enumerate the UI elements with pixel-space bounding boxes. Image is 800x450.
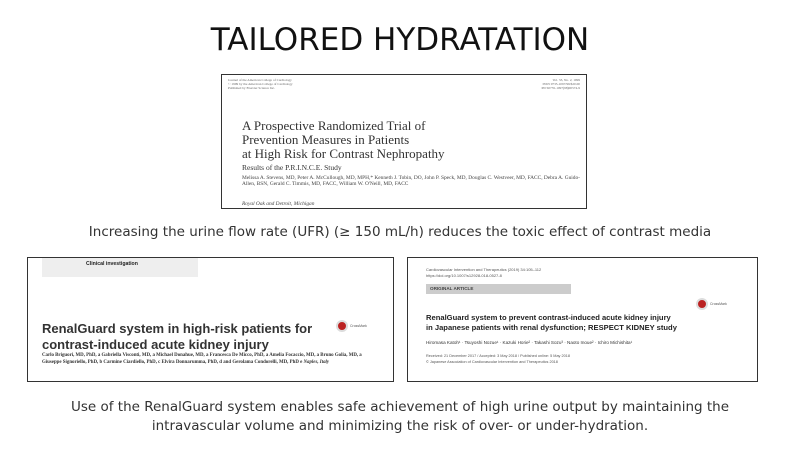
meta-line: Vol. 33, No. 2, 1999 [552, 78, 580, 82]
title-line: at High Risk for Contrast Nephropathy [242, 146, 445, 161]
paper-prince-study: Journal of the American College of Cardi… [221, 74, 587, 209]
paper-authors: Melissa A. Stevens, MD, Peter A. McCullo… [242, 175, 580, 188]
paper-title: A Prospective Randomized Trial of Preven… [242, 119, 445, 161]
title-line: Prevention Measures in Patients [242, 132, 410, 147]
crossmark-label: CrossMark [350, 324, 367, 328]
section-label: Clinical investigation [42, 258, 198, 277]
crossmark-icon [696, 298, 708, 310]
header-line: Cardiovascular Intervention and Therapeu… [426, 267, 542, 272]
paper-respect-kidney: Cardiovascular Intervention and Therapeu… [407, 257, 758, 382]
received-dates: Received: 21 December 2017 / Accepted: 3… [426, 354, 570, 358]
paper-location: Naples, Italy [303, 360, 330, 365]
journal-header: Cardiovascular Intervention and Therapeu… [426, 267, 541, 279]
meta-line: ISSN 0735-1097/99/$20.00 [542, 82, 581, 87]
slide-title: TAILORED HYDRATATION [210, 22, 590, 58]
journal-meta-left: Journal of the American College of Cardi… [228, 78, 293, 91]
caption-line: Use of the RenalGuard system enables saf… [70, 399, 730, 415]
meta-line: PII S0735-1097(98)00574-9 [541, 86, 580, 91]
paper-subtitle: Results of the P.R.I.N.C.E. Study [242, 163, 342, 172]
meta-line: Journal of the American College of Cardi… [228, 78, 292, 82]
caption-urine-flow: Increasing the urine flow rate (UFR) (≥ … [88, 224, 712, 240]
paper-renalguard-high-risk: Clinical investigation RenalGuard system… [27, 257, 394, 382]
section-label: ORIGINAL ARTICLE [426, 284, 571, 294]
authors-text: Carlo Briguori, MD, PhD, a Gabriella Vis… [42, 353, 362, 365]
crossmark-label: CrossMark [710, 302, 727, 306]
title-line: in Japanese patients with renal dysfunct… [426, 323, 677, 332]
publication-info: Received: 21 December 2017 / Accepted: 3… [426, 354, 570, 365]
paper-title: RenalGuard system in high-risk patients … [42, 321, 312, 352]
copyright: © Japanese Association of Cardiovascular… [426, 359, 558, 364]
journal-meta-right: Vol. 33, No. 2, 1999 ISSN 0735-1097/99/$… [541, 78, 580, 91]
crossmark-icon [336, 320, 348, 332]
meta-line: Published by Elsevier Science Inc. [228, 86, 275, 91]
paper-location: Royal Oak and Detroit, Michigan [242, 201, 315, 207]
title-line: contrast-induced acute kidney injury [42, 336, 269, 352]
crossmark-badge: CrossMark [336, 320, 367, 332]
paper-authors: Hiromasa Katoh¹ · Tsuyoshi Nozue¹ · Kazu… [426, 340, 633, 345]
paper-authors: Carlo Briguori, MD, PhD, a Gabriella Vis… [42, 352, 362, 366]
caption-renalguard: Use of the RenalGuard system enables saf… [0, 398, 800, 436]
doi-link: https://doi.org/10.1007/s12928-018-0527-… [426, 273, 502, 278]
title-line: RenalGuard system to prevent contrast-in… [426, 313, 671, 322]
caption-line: intravascular volume and minimizing the … [151, 418, 649, 434]
paper-title: RenalGuard system to prevent contrast-in… [426, 313, 677, 333]
crossmark-badge: CrossMark [696, 298, 727, 310]
title-line: A Prospective Randomized Trial of [242, 118, 426, 133]
meta-line: © 1999 by the American College of Cardio… [228, 82, 293, 87]
title-line: RenalGuard system in high-risk patients … [42, 321, 313, 336]
